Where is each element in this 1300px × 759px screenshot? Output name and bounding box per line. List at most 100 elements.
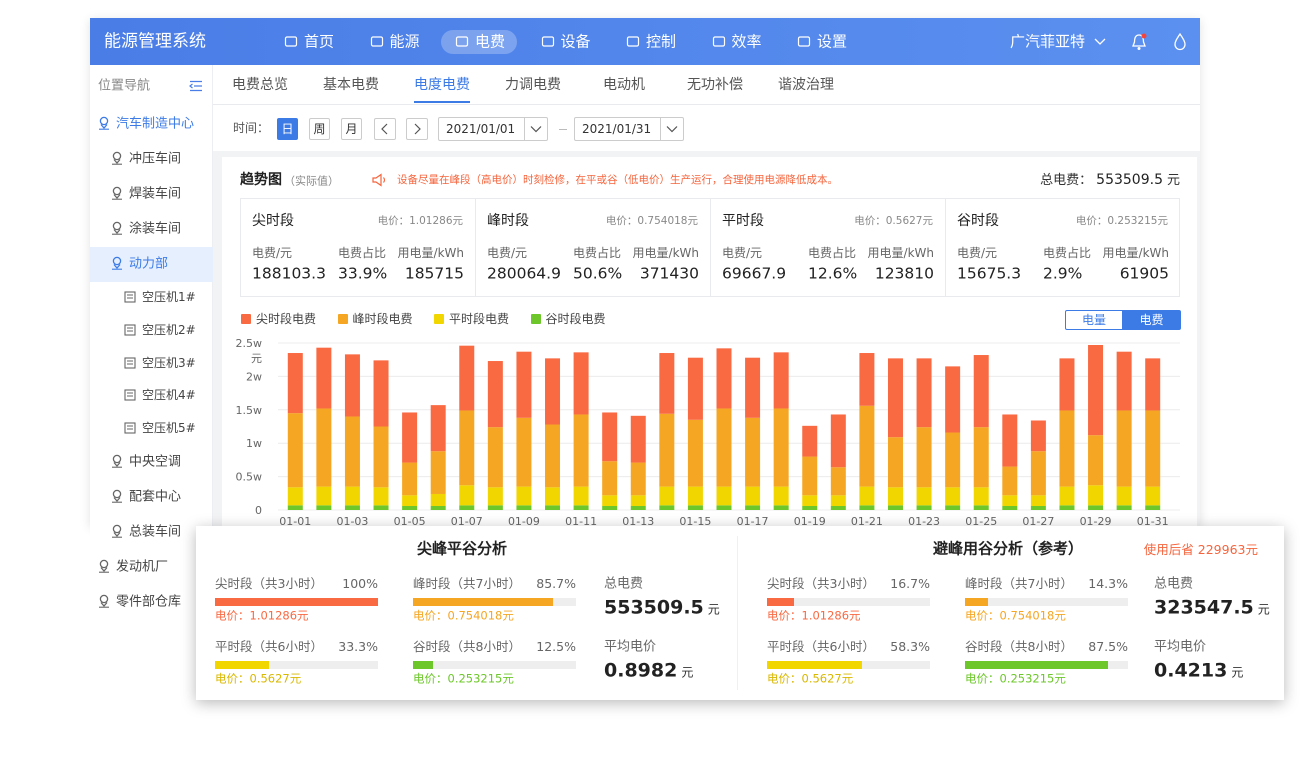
device-icon: [124, 356, 136, 369]
summary-column: 电费占比: [808, 246, 857, 260]
tab[interactable]: 基本电费: [323, 77, 379, 93]
segment-price: 电价：0.754018元: [413, 608, 514, 623]
pin-icon: [112, 186, 122, 200]
nav-item[interactable]: 能源: [389, 32, 420, 51]
tab[interactable]: 力调电费: [505, 77, 561, 93]
bar-segment: [973, 487, 989, 506]
pin-icon-part: [99, 116, 109, 125]
bar-segment: [402, 505, 418, 510]
sidebar-item[interactable]: 动力部: [129, 256, 169, 271]
sidebar-item[interactable]: 焊装车间: [129, 186, 182, 201]
collapse-icon-part: [189, 80, 202, 92]
metric-number: 0.8982: [604, 659, 678, 682]
analysis-divider: [737, 536, 738, 690]
bar-segment: [316, 486, 332, 506]
bar-segment: [1088, 435, 1104, 486]
segment-percent: 12.5%: [536, 638, 576, 654]
nav-item[interactable]: 首页: [304, 32, 335, 51]
tab[interactable]: 电度电费: [414, 77, 470, 93]
sidebar-item[interactable]: 配套中心: [129, 489, 182, 504]
bar-segment: [659, 486, 675, 506]
segment-name: 峰时段（共7小时）: [965, 575, 1073, 591]
bar-segment: [687, 357, 703, 420]
nav-arrow-button[interactable]: [374, 118, 396, 140]
sidebar-item[interactable]: 冲压车间: [129, 151, 182, 166]
bar-segment: [887, 505, 903, 510]
x-tick-label: 01-25: [965, 515, 997, 528]
bar-segment: [887, 487, 903, 506]
period-button[interactable]: [309, 118, 330, 140]
bar-segment: [773, 486, 789, 506]
sidebar-item[interactable]: 汽车制造中心: [116, 116, 195, 131]
bar-segment: [1030, 420, 1046, 452]
metric-number: 0.4213: [1154, 659, 1228, 682]
period-button[interactable]: [277, 118, 298, 140]
x-tick-label: 01-17: [737, 515, 769, 528]
sidebar-item[interactable]: 空压机3#: [142, 355, 196, 370]
bar-segment: [344, 354, 360, 417]
sidebar-item[interactable]: 总装车间: [129, 524, 182, 539]
bar-segment: [602, 412, 618, 462]
sidebar-item[interactable]: 中央空调: [129, 454, 182, 469]
collapse-icon: [189, 80, 202, 92]
bar-segment: [1002, 466, 1018, 496]
sidebar-item[interactable]: 零件部仓库: [116, 594, 182, 609]
nav-arrow-button[interactable]: [406, 118, 428, 140]
sidebar-item[interactable]: 涂装车间: [129, 221, 182, 236]
metric-unit: 元: [1231, 665, 1244, 680]
tab[interactable]: 无功补偿: [687, 77, 743, 93]
bar-segment: [859, 505, 875, 510]
bar-segment: [1002, 505, 1018, 510]
bar-segment: [430, 505, 446, 510]
summary-value: 15675.3: [957, 264, 1022, 283]
bar-segment: [287, 353, 303, 414]
bar-segment: [1059, 505, 1075, 510]
user-name[interactable]: 广汽菲亚特: [1010, 32, 1086, 51]
sidebar-item[interactable]: 空压机5#: [142, 420, 196, 435]
date-input[interactable]: [438, 117, 548, 141]
metric-label: 总电费: [1154, 576, 1194, 592]
bar-segment: [916, 358, 932, 428]
summary-frame: [240, 198, 1180, 297]
segment-price: 电价：0.253215元: [413, 671, 514, 686]
bar-segment: [802, 495, 818, 506]
bar-segment: [773, 352, 789, 409]
summary-name: 峰时段: [487, 213, 529, 229]
nav-item[interactable]: 效率: [731, 32, 762, 51]
y-tick-label: 0.5w: [236, 471, 263, 484]
summary-value: 371430: [639, 264, 699, 283]
sidebar-item[interactable]: 空压机2#: [142, 322, 196, 337]
bar-segment: [459, 410, 475, 486]
nav-item[interactable]: 设置: [817, 32, 848, 51]
pin-icon: [99, 594, 109, 608]
sidebar-item[interactable]: 发动机厂: [116, 559, 169, 574]
bar-segment: [945, 505, 961, 510]
period-button[interactable]: [341, 118, 362, 140]
summary-column: 用电量/kWh: [867, 246, 934, 260]
nav-icon-part: [626, 36, 640, 47]
sidebar-item[interactable]: 空压机4#: [142, 388, 196, 403]
tab[interactable]: 电费总览: [232, 77, 288, 93]
bar-segment: [516, 417, 532, 487]
card-title: 趋势图: [240, 172, 282, 188]
bell-icon-part: [1141, 33, 1147, 39]
tab[interactable]: 谐波治理: [778, 77, 834, 93]
toggle-button[interactable]: [1122, 310, 1181, 330]
bar-segment: [1145, 358, 1161, 411]
bar-segment: [516, 351, 532, 418]
progress-bar: [965, 598, 989, 606]
nav-item[interactable]: 电费: [475, 32, 506, 51]
sidebar-item[interactable]: 空压机1#: [142, 290, 196, 305]
tab[interactable]: 电动机: [603, 77, 645, 93]
date-input[interactable]: [574, 117, 684, 141]
summary-value: 185715: [404, 264, 464, 283]
speaker-icon-part: [383, 177, 386, 183]
device-icon-part: [124, 291, 136, 303]
segment-percent: 16.7%: [890, 575, 930, 591]
summary-value: 12.6%: [808, 264, 858, 283]
nav-item[interactable]: 设备: [560, 32, 591, 51]
bar-segment: [344, 486, 360, 506]
total-unit: 元: [1166, 173, 1180, 188]
bar-segment: [1002, 495, 1018, 506]
nav-item[interactable]: 控制: [646, 32, 677, 51]
